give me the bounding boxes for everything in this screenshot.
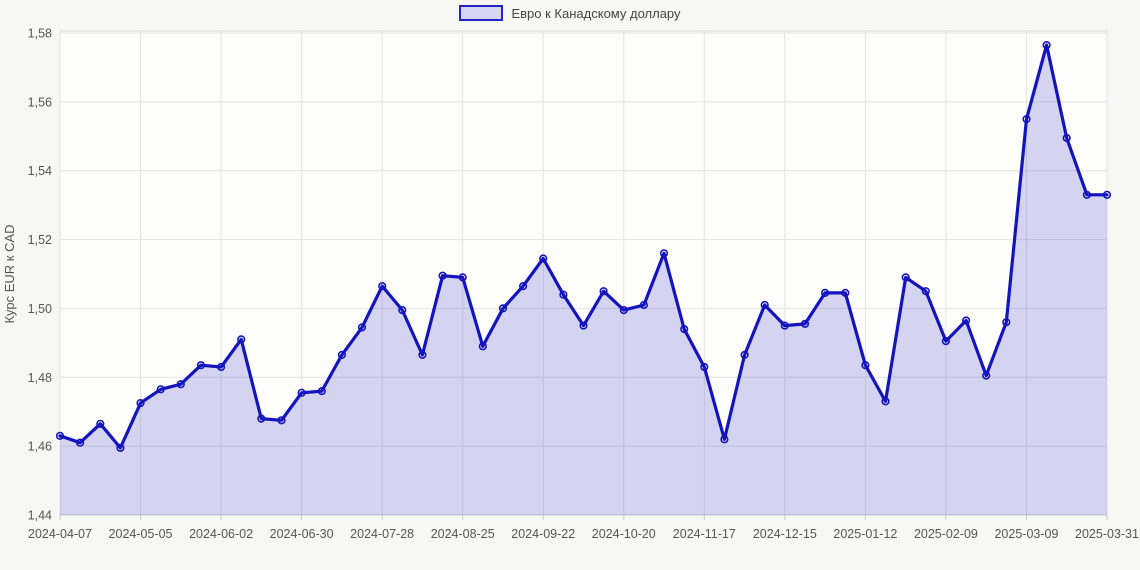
y-tick-label: 1,44 bbox=[28, 509, 52, 523]
x-tick-label: 2024-08-25 bbox=[431, 527, 495, 541]
x-tick-label: 2024-09-22 bbox=[511, 527, 575, 541]
x-tick-label: 2024-06-02 bbox=[189, 527, 253, 541]
y-tick-label: 1,56 bbox=[28, 95, 52, 109]
data-point-marker[interactable] bbox=[297, 388, 306, 397]
legend[interactable]: Евро к Канадскому доллару bbox=[0, 5, 1140, 21]
data-point-marker[interactable] bbox=[518, 282, 528, 291]
x-tick-label: 2024-12-15 bbox=[753, 527, 817, 541]
data-point-marker[interactable] bbox=[901, 273, 910, 282]
x-tick-label: 2024-11-17 bbox=[673, 527, 736, 541]
series-line bbox=[58, 43, 1109, 450]
data-point-marker[interactable] bbox=[1062, 133, 1071, 143]
data-point-marker[interactable] bbox=[75, 438, 85, 447]
data-point-marker[interactable] bbox=[337, 350, 347, 360]
y-tick-label: 1,50 bbox=[28, 302, 52, 316]
data-point-marker[interactable] bbox=[941, 337, 951, 346]
data-point-marker[interactable] bbox=[659, 249, 669, 258]
data-point-marker[interactable] bbox=[277, 416, 286, 425]
x-tick-label: 2024-10-20 bbox=[592, 527, 656, 541]
y-tick-label: 1,54 bbox=[28, 164, 52, 178]
data-point-marker[interactable] bbox=[257, 414, 266, 423]
data-point-marker[interactable] bbox=[196, 361, 205, 370]
plot-background bbox=[59, 30, 1108, 516]
data-point-marker[interactable] bbox=[398, 306, 407, 315]
x-tick-label: 2025-03-31 bbox=[1075, 527, 1139, 541]
data-point-marker[interactable] bbox=[559, 290, 568, 299]
data-point-marker[interactable] bbox=[237, 335, 246, 344]
x-tick-label: 2024-07-28 bbox=[350, 527, 414, 541]
data-point-marker[interactable] bbox=[982, 371, 991, 380]
legend-series-label: Евро к Канадскому доллару bbox=[511, 5, 681, 21]
x-tick-label: 2025-03-09 bbox=[994, 527, 1058, 541]
data-point-marker[interactable] bbox=[317, 387, 326, 396]
data-point-marker[interactable] bbox=[800, 319, 810, 329]
data-point-marker[interactable] bbox=[619, 306, 628, 315]
data-point-marker[interactable] bbox=[1082, 190, 1091, 199]
y-tick-label: 1,46 bbox=[28, 440, 52, 454]
data-point-marker[interactable] bbox=[357, 323, 367, 332]
data-point-marker[interactable] bbox=[96, 419, 105, 428]
x-tick-label: 2025-01-12 bbox=[833, 527, 897, 541]
data-point-marker[interactable] bbox=[1102, 190, 1112, 199]
data-point-marker[interactable] bbox=[498, 304, 508, 313]
data-point-marker[interactable] bbox=[55, 431, 65, 440]
data-point-marker[interactable] bbox=[740, 350, 749, 360]
data-point-marker[interactable] bbox=[841, 288, 850, 298]
data-point-marker[interactable] bbox=[881, 397, 890, 406]
x-tick-label: 2024-06-30 bbox=[270, 527, 334, 541]
data-point-marker[interactable] bbox=[156, 385, 165, 394]
data-point-marker[interactable] bbox=[1042, 40, 1051, 50]
data-point-marker[interactable] bbox=[599, 287, 608, 296]
y-tick-label: 1,48 bbox=[28, 371, 52, 385]
y-tick-label: 1,52 bbox=[28, 233, 52, 247]
data-point-marker[interactable] bbox=[1002, 318, 1011, 327]
data-point-marker[interactable] bbox=[760, 300, 769, 310]
series-area-fill bbox=[60, 45, 1107, 515]
x-tick-label: 2024-05-05 bbox=[109, 527, 173, 541]
data-point-marker[interactable] bbox=[378, 282, 387, 291]
data-point-marker[interactable] bbox=[961, 316, 971, 325]
data-point-marker[interactable] bbox=[820, 288, 830, 298]
data-point-marker[interactable] bbox=[720, 435, 729, 444]
y-tick-label: 1,58 bbox=[28, 27, 52, 41]
data-point-marker[interactable] bbox=[136, 399, 145, 408]
data-point-marker[interactable] bbox=[1022, 114, 1031, 124]
data-point-marker[interactable] bbox=[780, 321, 789, 330]
x-tick-label: 2024-04-07 bbox=[28, 527, 92, 541]
data-point-marker[interactable] bbox=[861, 361, 870, 370]
data-point-marker[interactable] bbox=[478, 342, 487, 351]
data-point-marker[interactable] bbox=[418, 350, 427, 360]
data-point-marker[interactable] bbox=[217, 362, 226, 372]
y-axis-title: Курс EUR к CAD bbox=[2, 224, 17, 323]
legend-swatch-icon bbox=[459, 5, 504, 21]
data-point-marker[interactable] bbox=[680, 325, 689, 334]
x-tick-label: 2025-02-09 bbox=[914, 527, 978, 541]
data-point-marker[interactable] bbox=[579, 321, 588, 330]
data-point-marker[interactable] bbox=[539, 254, 548, 263]
data-point-marker[interactable] bbox=[700, 362, 709, 372]
data-point-marker[interactable] bbox=[639, 300, 649, 310]
data-point-marker[interactable] bbox=[176, 380, 185, 389]
data-point-marker[interactable] bbox=[438, 271, 447, 280]
data-point-marker[interactable] bbox=[458, 273, 467, 282]
data-point-marker[interactable] bbox=[116, 443, 125, 453]
data-point-marker[interactable] bbox=[921, 287, 930, 296]
